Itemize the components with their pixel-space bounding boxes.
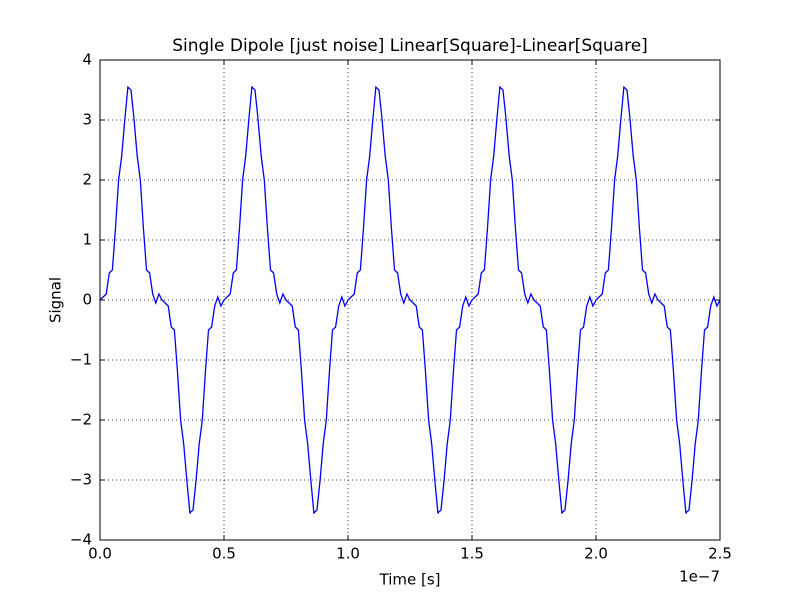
y-tick-label: −2 bbox=[70, 411, 92, 429]
y-tick-label: 0 bbox=[82, 291, 92, 309]
x-tick-label: 2.0 bbox=[584, 545, 608, 563]
y-tick-label: 2 bbox=[82, 171, 92, 189]
y-axis-label: Signal bbox=[47, 277, 65, 323]
x-tick-label: 0.5 bbox=[212, 545, 236, 563]
y-tick-label: −1 bbox=[70, 351, 92, 369]
y-tick-label: −4 bbox=[70, 531, 92, 549]
y-tick-label: −3 bbox=[70, 471, 92, 489]
x-tick-label: 1.5 bbox=[460, 545, 484, 563]
x-offset-text: 1e−7 bbox=[679, 568, 720, 586]
x-tick-label: 1.0 bbox=[336, 545, 360, 563]
x-tick-label: 0.0 bbox=[88, 545, 112, 563]
x-axis-label: Time [s] bbox=[379, 571, 441, 589]
y-tick-label: 3 bbox=[82, 111, 92, 129]
x-tick-label: 2.5 bbox=[708, 545, 732, 563]
y-tick-label: 1 bbox=[82, 231, 92, 249]
plot-frame bbox=[99, 59, 721, 541]
chart-title: Single Dipole [just noise] Linear[Square… bbox=[172, 36, 648, 56]
y-tick-label: 4 bbox=[82, 51, 92, 69]
signal-line bbox=[99, 85, 721, 515]
